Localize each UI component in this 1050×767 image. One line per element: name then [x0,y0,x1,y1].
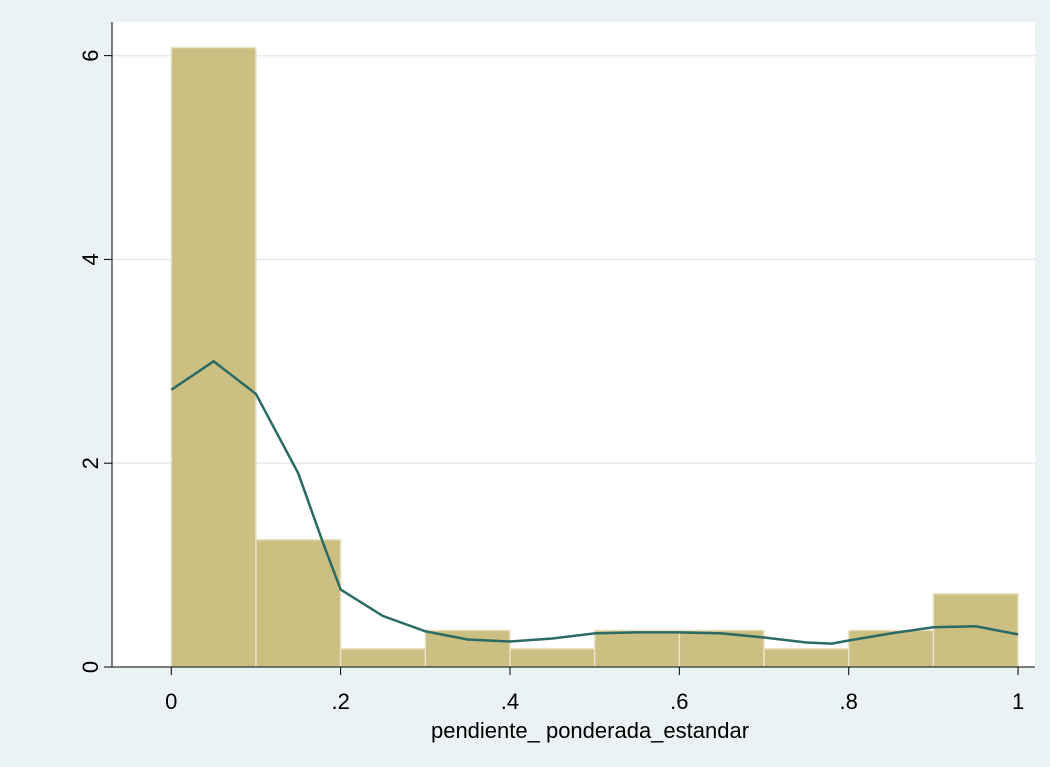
bar [763,647,850,668]
y-tick-label: 6 [78,50,103,62]
bar [932,592,1019,668]
y-tick-label: 4 [78,253,103,265]
bar [339,647,427,668]
bar [424,629,511,668]
density-line [170,359,1019,645]
bar [593,629,681,668]
x-tick-label: 1 [1012,689,1024,714]
bar [255,538,342,668]
y-tick-label: 0 [78,661,103,673]
y-tick-label: 2 [78,457,103,469]
x-tick-label: 0 [165,689,177,714]
x-tick-label: .2 [331,689,349,714]
x-tick-label: .6 [670,689,688,714]
x-axis-title: pendiente_ ponderada_estandar [431,718,749,743]
bar [170,46,257,668]
bar [509,647,596,668]
x-tick-label: .4 [501,689,519,714]
bar [847,629,935,668]
x-tick-label: .8 [840,689,858,714]
